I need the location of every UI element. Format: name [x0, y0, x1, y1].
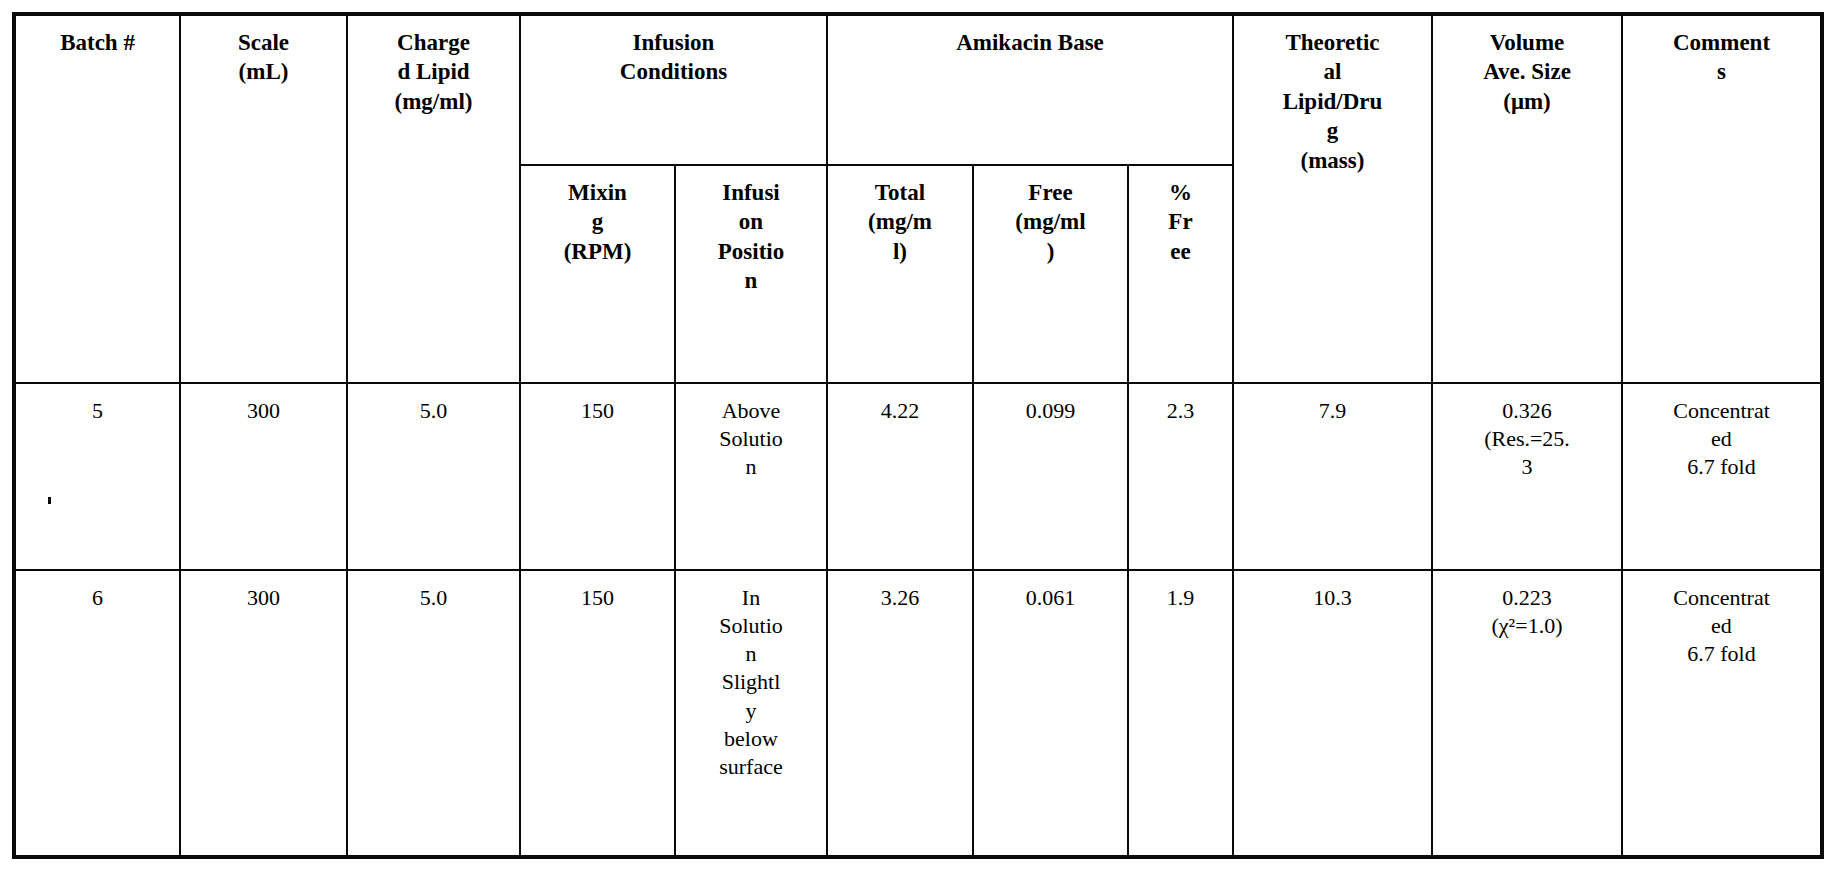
- table-row: 5 300 5.0 150 Above Solutio n 4.22 0.099…: [14, 383, 1822, 570]
- header-mixing-rpm: Mixin g (RPM): [520, 165, 675, 383]
- cell-theoretical-lipid-drug: 10.3: [1233, 570, 1432, 857]
- header-comments: Comment s: [1622, 14, 1822, 383]
- cell-total: 4.22: [827, 383, 973, 570]
- scan-artifact-speck: [48, 497, 51, 504]
- cell-free: 0.061: [973, 570, 1128, 857]
- cell-scale: 300: [180, 570, 347, 857]
- cell-scale: 300: [180, 383, 347, 570]
- header-volume-ave-size: Volume Ave. Size (μm): [1432, 14, 1622, 383]
- cell-volume-ave-size: 0.223 (χ²=1.0): [1432, 570, 1622, 857]
- header-batch: Batch #: [14, 14, 180, 383]
- header-total: Total (mg/m l): [827, 165, 973, 383]
- table-row: 6 300 5.0 150 In Solutio n Slightl y bel…: [14, 570, 1822, 857]
- cell-infusion-position: In Solutio n Slightl y below surface: [675, 570, 827, 857]
- cell-batch: 6: [14, 570, 180, 857]
- header-charged-lipid: Charge d Lipid (mg/ml): [347, 14, 520, 383]
- header-free: Free (mg/ml ): [973, 165, 1128, 383]
- header-pct-free: % Fr ee: [1128, 165, 1233, 383]
- cell-batch: 5: [14, 383, 180, 570]
- cell-volume-ave-size: 0.326 (Res.=25. 3: [1432, 383, 1622, 570]
- cell-comments: Concentrat ed 6.7 fold: [1622, 570, 1822, 857]
- header-infusion-conditions: Infusion Conditions: [520, 14, 827, 165]
- cell-theoretical-lipid-drug: 7.9: [1233, 383, 1432, 570]
- cell-total: 3.26: [827, 570, 973, 857]
- header-amikacin-base: Amikacin Base: [827, 14, 1233, 165]
- cell-infusion-position: Above Solutio n: [675, 383, 827, 570]
- cell-pct-free: 1.9: [1128, 570, 1233, 857]
- cell-charged-lipid: 5.0: [347, 383, 520, 570]
- cell-free: 0.099: [973, 383, 1128, 570]
- cell-charged-lipid: 5.0: [347, 570, 520, 857]
- batch-results-table: Batch # Scale (mL) Charge d Lipid (mg/ml…: [12, 12, 1824, 859]
- cell-mixing-rpm: 150: [520, 383, 675, 570]
- cell-mixing-rpm: 150: [520, 570, 675, 857]
- cell-comments: Concentrat ed 6.7 fold: [1622, 383, 1822, 570]
- scanned-document-page: Batch # Scale (mL) Charge d Lipid (mg/ml…: [0, 0, 1829, 870]
- header-scale: Scale (mL): [180, 14, 347, 383]
- header-infusion-position: Infusi on Positio n: [675, 165, 827, 383]
- header-row-1: Batch # Scale (mL) Charge d Lipid (mg/ml…: [14, 14, 1822, 165]
- header-theoretical-lipid-drug: Theoretic al Lipid/Dru g (mass): [1233, 14, 1432, 383]
- cell-pct-free: 2.3: [1128, 383, 1233, 570]
